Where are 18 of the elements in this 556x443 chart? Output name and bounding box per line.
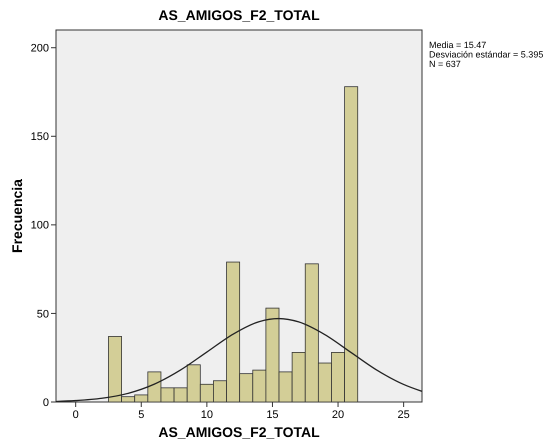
- x-axis-title: AS_AMIGOS_F2_TOTAL: [158, 424, 320, 440]
- text: N = 637: [429, 59, 461, 69]
- x-tick-label: 25: [398, 409, 410, 421]
- y-tick-label: 200: [30, 42, 49, 55]
- y-tick-label: 100: [30, 220, 49, 232]
- text: Desviación estándar = 5.395: [429, 50, 544, 60]
- x-tick-label: 0: [72, 409, 79, 421]
- x-tick-label: 10: [200, 409, 213, 421]
- y-tick-label: 0: [42, 396, 49, 409]
- x-tick-label: 15: [266, 409, 279, 421]
- y-tick-label: 50: [36, 308, 49, 320]
- y-tick-label: 150: [30, 131, 49, 144]
- x-tick-label: 20: [332, 409, 344, 421]
- x-tick-label: 5: [138, 409, 144, 421]
- text: Media = 15.47: [429, 40, 486, 50]
- y-axis-title: Frecuencia: [9, 178, 25, 253]
- line-series: [56, 318, 422, 402]
- chart-title: AS_AMIGOS_F2_TOTAL: [158, 7, 320, 23]
